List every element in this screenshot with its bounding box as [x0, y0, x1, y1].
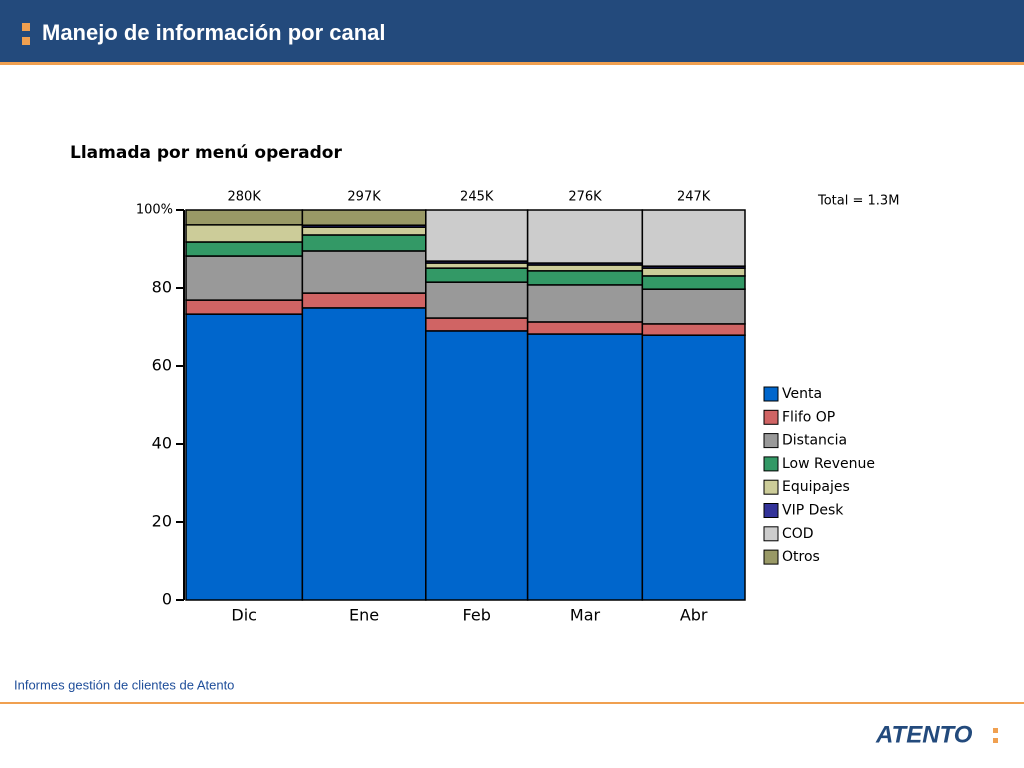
legend-label: Distancia [782, 433, 847, 449]
legend-swatch [763, 549, 779, 565]
bar-segment [641, 334, 746, 601]
y-tick-label: 0 [162, 590, 172, 609]
bar-segment [425, 262, 529, 269]
total-label: 297K [347, 190, 381, 205]
bar-segment [425, 317, 529, 332]
legend-swatch [763, 503, 779, 518]
bar-segment [301, 292, 427, 309]
bar-segment [301, 234, 427, 252]
x-tick-label: Dic [231, 606, 257, 625]
legend-swatch [763, 409, 779, 425]
legend-swatch [763, 479, 779, 495]
y-tick-label: 80 [152, 278, 172, 297]
logo-dot [993, 728, 998, 733]
header-icon [22, 37, 30, 45]
bar-segment [185, 255, 304, 301]
footer-rule [0, 702, 1024, 704]
bar-segment [641, 275, 746, 290]
footer-text: Informes gestión de clientes de Atento [14, 677, 234, 692]
legend-label: Low Revenue [782, 456, 875, 472]
x-tick-label: Mar [570, 606, 601, 625]
bar-segment [526, 209, 644, 264]
logo: ATENTO [875, 721, 973, 748]
legend-swatch [763, 526, 779, 542]
bar-segment [526, 284, 644, 323]
bar-segment [301, 226, 427, 236]
bar-segment [641, 323, 746, 336]
legend-swatch [763, 433, 779, 449]
bar-segment [185, 224, 304, 243]
bar-segment [185, 313, 304, 601]
bar-segment [425, 281, 529, 319]
x-tick-label: Abr [680, 606, 708, 625]
header-bar [0, 0, 1024, 62]
x-tick-label: Ene [349, 606, 379, 625]
bar-segment [641, 288, 746, 325]
total-label: 280K [228, 190, 262, 205]
bar-segment [526, 321, 644, 335]
y-tick-label: 20 [152, 512, 172, 531]
header-title: Manejo de información por canal [42, 20, 386, 45]
legend-swatch [763, 456, 779, 472]
bar-segment [641, 267, 746, 277]
bar-segment [301, 250, 427, 294]
legend-swatch [763, 386, 779, 402]
y-tick-label: 60 [152, 356, 172, 375]
bar-segment [425, 209, 529, 262]
plot: 0 20 40 60 80 100% 280K Dic 297K Ene 245K Feb 276K Ma… [136, 190, 875, 625]
bar-segment [526, 270, 644, 286]
bar-segment [301, 307, 427, 601]
bar-segment [526, 333, 644, 601]
bar-segment [425, 267, 529, 283]
logo-dot [993, 738, 998, 743]
total-label: 245K [460, 190, 494, 205]
legend-label: Venta [782, 386, 822, 402]
legend-label: Otros [782, 549, 820, 565]
legend-label: VIP Desk [782, 503, 844, 519]
header-rule [0, 62, 1024, 65]
bar-segment [641, 209, 746, 267]
legend-label: COD [782, 526, 814, 542]
total-label: 247K [677, 190, 711, 205]
total-label: 276K [568, 190, 602, 205]
legend-label: Equipajes [782, 479, 850, 495]
x-tick-label: Feb [463, 606, 491, 625]
bar-segment [185, 241, 304, 257]
bar-segment [526, 264, 644, 272]
bar-segment [301, 209, 427, 226]
header-icon [22, 23, 30, 31]
annotation: Total = 1.3M [817, 194, 899, 209]
legend-label: Flifo OP [782, 409, 835, 425]
chart-title: Llamada por menú operador [70, 143, 342, 163]
y-tick-label: 40 [152, 434, 172, 453]
bar-segment [185, 209, 304, 226]
bar-segment [425, 330, 529, 601]
bar-segment [185, 299, 304, 315]
y-tick-label: 100% [136, 203, 173, 218]
